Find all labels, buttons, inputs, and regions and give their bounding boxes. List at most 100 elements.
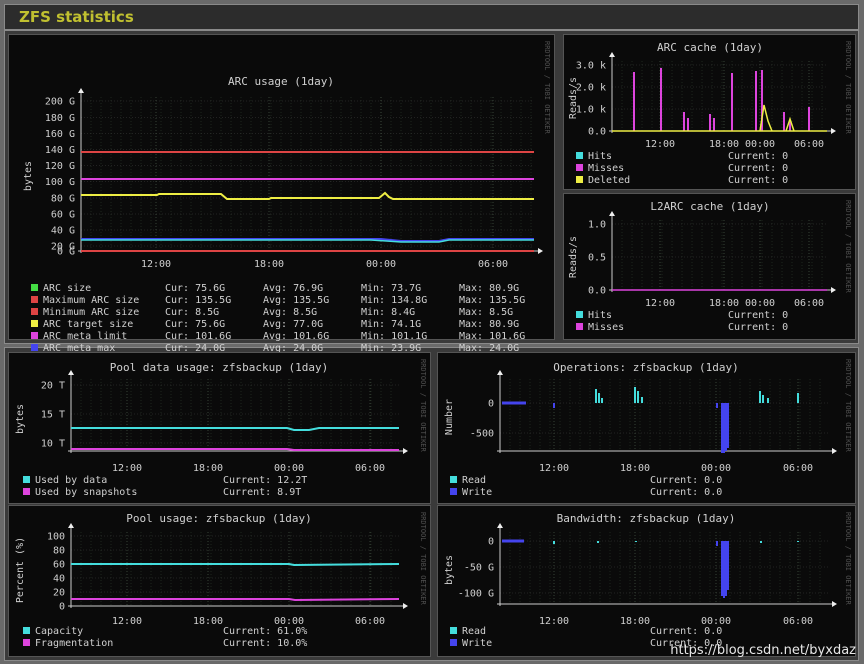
legend-swatch [576, 311, 583, 318]
y-tick-label: 140 G [45, 145, 75, 156]
legend-name: ARC target size [43, 319, 133, 330]
pool-data-usage-graph[interactable]: Pool data usage: zfsbackup (1day) bytes 20… [8, 352, 431, 504]
legend-value: Current: 0.0 [650, 638, 722, 649]
rrdtool-label: RRDTOOL / TOBI OETIKER [419, 512, 427, 606]
y-tick-label: 80 [53, 546, 65, 557]
chart-title: Bandwidth: zfsbackup (1day) [557, 512, 736, 525]
legend-swatch [23, 488, 30, 495]
legend-value: Current: 0 [728, 151, 788, 162]
y-axis-label: bytes [23, 161, 34, 191]
y-tick-label: 0 [488, 399, 494, 410]
series-arc-meta-max [81, 238, 534, 242]
y-tick-label: 10 T [41, 439, 65, 450]
legend-name: Used by snapshots [35, 487, 137, 498]
y-axis-arrow [68, 370, 74, 375]
pool-data-usage-chart: Pool data usage: zfsbackup (1day) bytes 20… [15, 359, 427, 498]
y-tick-label: 0.5 [588, 253, 606, 264]
y-tick-label: -100 G [458, 589, 494, 600]
legend-value: Avg: 101.6G [263, 331, 329, 342]
legend-name: Hits [588, 310, 612, 321]
y-tick-label: 3.0 k [576, 61, 606, 72]
legend-name: Minimum ARC size [43, 307, 139, 318]
legend-name: Misses [588, 163, 624, 174]
legend-value: Cur: 24.0G [165, 343, 225, 354]
y-tick-label: 0 [488, 537, 494, 548]
watermark: https://blog.csdn.net/byxdaz [670, 643, 856, 658]
arc-usage-graph[interactable]: ARC usage (1day) bytes 200 G 180 G 160 G 140 … [8, 34, 555, 366]
bandwidth-chart: Bandwidth: zfsbackup (1day) bytes 0 -50 G -1… [444, 512, 852, 649]
y-axis-arrow [609, 211, 615, 216]
legend-value: Current: 0 [728, 175, 788, 186]
y-axis-label: bytes [444, 555, 455, 585]
x-axis-arrow [832, 601, 837, 607]
legend-value: Max: 80.9G [459, 319, 519, 330]
y-tick-label: 1.0 k [576, 105, 606, 116]
legend-value: Min: 74.1G [361, 319, 421, 330]
legend-name: Write [462, 638, 492, 649]
legend-name: Write [462, 487, 492, 498]
rrdtool-label: RRDTOOL / TOBI OETIKER [844, 512, 852, 606]
y-tick-label: 60 G [51, 210, 75, 221]
rrdtool-label: RRDTOOL / TOBI OETIKER [844, 200, 852, 294]
chart-title: Operations: zfsbackup (1day) [553, 361, 738, 374]
x-tick-label: 18:00 [620, 616, 650, 627]
chart-title: Pool data usage: zfsbackup (1day) [110, 361, 329, 374]
legend-name: Hits [588, 151, 612, 162]
x-tick-label: 00:00 [745, 298, 775, 309]
legend-name: Read [462, 475, 486, 486]
legend-value: Avg: 8.5G [263, 307, 317, 318]
x-tick-label: 06:00 [355, 463, 385, 474]
legend-swatch [450, 476, 457, 483]
pool-usage-chart: Pool usage: zfsbackup (1day) Percent (%) 1… [15, 512, 427, 649]
y-axis-label: bytes [15, 404, 26, 434]
chart-title: ARC cache (1day) [657, 41, 763, 54]
x-tick-label: 12:00 [539, 463, 569, 474]
x-tick-label: 12:00 [645, 139, 675, 150]
series-deleted [759, 104, 773, 132]
legend-value: Current: 0 [728, 310, 788, 321]
x-tick-label: 00:00 [745, 139, 775, 150]
l2arc-cache-graph[interactable]: L2ARC cache (1day) Reads/s 1.0 0.5 0.0 12:00 1… [563, 193, 856, 340]
legend-value: Cur: 8.5G [165, 307, 219, 318]
x-tick-label: 18:00 [620, 463, 650, 474]
legend-swatch [23, 639, 30, 646]
y-axis-arrow [497, 523, 503, 528]
y-tick-label: 20 T [41, 381, 65, 392]
x-axis-arrow [832, 448, 837, 454]
x-axis-arrow [538, 248, 543, 254]
bandwidth-graph[interactable]: Bandwidth: zfsbackup (1day) bytes 0 -50 G -1… [437, 505, 856, 657]
y-tick-label: 100 G [45, 177, 75, 188]
series-fragmentation [71, 598, 400, 602]
x-axis-arrow [403, 448, 408, 454]
y-axis-arrow [609, 52, 615, 57]
legend-value: Current: 8.9T [223, 487, 301, 498]
legend-swatch [23, 476, 30, 483]
operations-graph[interactable]: Operations: zfsbackup (1day) Number 0 -500 1… [437, 352, 856, 504]
x-tick-label: 06:00 [783, 463, 813, 474]
arc-cache-graph[interactable]: ARC cache (1day) Reads/s 3.0 k 2.0 k 1.0 k 0.… [563, 34, 856, 190]
legend-value: Cur: 101.6G [165, 331, 231, 342]
rrdtool-label: RRDTOOL / TOBI OETIKER [844, 359, 852, 453]
x-tick-label: 06:00 [478, 259, 508, 270]
y-tick-label: 0.0 [588, 286, 606, 297]
y-axis-label: Number [444, 399, 455, 435]
x-axis-arrow [831, 128, 836, 134]
legend-name: Fragmentation [35, 638, 113, 649]
legend-value: Min: 23.9G [361, 343, 421, 354]
legend-name: ARC size [43, 283, 91, 294]
legend-swatch [450, 488, 457, 495]
x-tick-label: 18:00 [254, 259, 284, 270]
y-tick-label: 180 G [45, 113, 75, 124]
pool-usage-graph[interactable]: Pool usage: zfsbackup (1day) Percent (%) 1… [8, 505, 431, 657]
legend-name: ARC meta limit [43, 331, 127, 342]
x-tick-label: 12:00 [539, 616, 569, 627]
y-tick-label: 0 [59, 602, 65, 613]
legend-value: Avg: 24.0G [263, 343, 323, 354]
x-tick-label: 00:00 [701, 616, 731, 627]
y-axis-arrow [68, 523, 74, 528]
x-axis-arrow [403, 603, 408, 609]
legend-value: Max: 135.5G [459, 295, 525, 306]
legend-name: Capacity [35, 626, 83, 637]
page-header: ZFS statistics [4, 4, 859, 30]
legend-value: Avg: 135.5G [263, 295, 329, 306]
